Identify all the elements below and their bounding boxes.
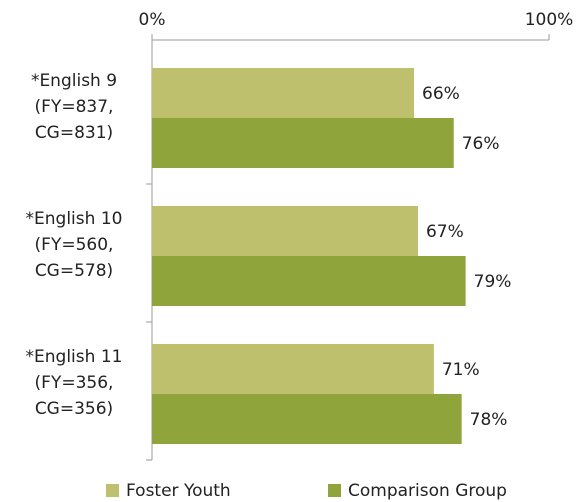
value-label: 67% [426,222,464,242]
value-label: 79% [474,272,512,292]
value-label: 76% [462,134,500,154]
bar [152,68,415,118]
category-label: *English 11 (FY=356, CG=356) [25,347,123,419]
value-label: 66% [422,84,460,104]
legend-label: Foster Youth [126,481,231,501]
legend-label: Comparison Group [348,481,507,501]
x-tick-label: 100% [525,10,574,30]
legend-swatch [328,484,341,497]
bar [152,256,466,306]
x-tick-label: 0% [139,10,166,30]
value-label: 78% [470,410,508,430]
category-label: *English 9 (FY=837, CG=831) [30,71,118,143]
category-label: *English 10 (FY=560, CG=578) [25,209,123,281]
bar [152,344,434,394]
bar [152,118,454,168]
bar [152,394,462,444]
value-label: 71% [442,360,480,380]
bar [152,206,418,256]
legend-swatch [106,484,119,497]
